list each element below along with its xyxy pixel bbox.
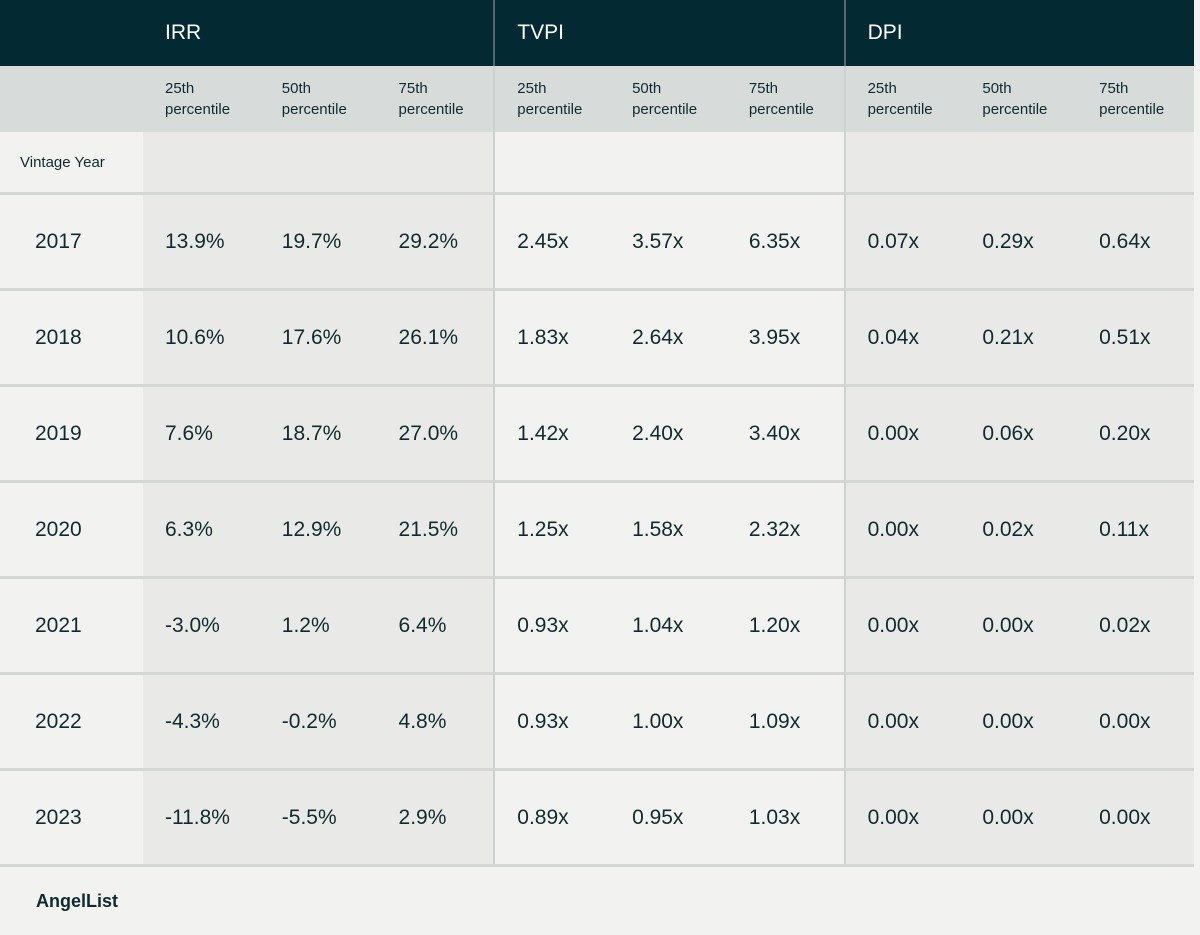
table-cell: 1.2%: [259, 576, 377, 672]
percentile-header-irr-1: 50th percentile: [259, 66, 377, 132]
header-corner: [0, 0, 143, 66]
table-cell: 0.00x: [843, 480, 961, 576]
table-cell: 1.03x: [726, 768, 844, 864]
percentile-header-tvpi-1: 50th percentile: [610, 66, 727, 132]
table-cell: 2.32x: [726, 480, 844, 576]
percentile-header-tvpi-2: 75th percentile: [726, 66, 844, 132]
table-cell: 21.5%: [376, 480, 494, 576]
table-cell: 0.00x: [843, 576, 961, 672]
table-cell: 2.40x: [610, 384, 727, 480]
table-cell: 0.07x: [843, 192, 961, 288]
table-cell: 0.29x: [960, 192, 1078, 288]
table-cell: 3.95x: [726, 288, 844, 384]
table-cell: 12.9%: [259, 480, 377, 576]
table-cell: 0.00x: [843, 384, 961, 480]
spacer-cell: [726, 132, 844, 192]
table-cell: 1.42x: [493, 384, 611, 480]
spacer-cell: [960, 132, 1078, 192]
spacer-cell: [1077, 132, 1194, 192]
percentile-header-tvpi-0: 25th percentile: [493, 66, 611, 132]
year-cell-2018: 2018: [0, 288, 143, 384]
subheader-corner: [0, 66, 143, 132]
table-cell: 0.00x: [960, 768, 1078, 864]
table-cell: 13.9%: [143, 192, 260, 288]
table-cell: 1.25x: [493, 480, 611, 576]
table-cell: 1.00x: [610, 672, 727, 768]
table-cell: 0.89x: [493, 768, 611, 864]
year-cell-2021: 2021: [0, 576, 143, 672]
table-cell: 4.8%: [376, 672, 494, 768]
group-header-irr: IRR: [143, 0, 494, 66]
table-cell: 0.21x: [960, 288, 1078, 384]
table-cell: 29.2%: [376, 192, 494, 288]
table-cell: 18.7%: [259, 384, 377, 480]
table-cell: 0.51x: [1077, 288, 1194, 384]
year-cell-2023: 2023: [0, 768, 143, 864]
spacer-cell: [843, 132, 961, 192]
table-cell: 0.11x: [1077, 480, 1194, 576]
table-cell: -0.2%: [259, 672, 377, 768]
table-cell: -5.5%: [259, 768, 377, 864]
percentile-header-dpi-2: 75th percentile: [1077, 66, 1194, 132]
table-cell: 0.00x: [1077, 672, 1194, 768]
group-header-dpi: DPI: [843, 0, 1194, 66]
table-cell: 2.45x: [493, 192, 611, 288]
table-cell: 17.6%: [259, 288, 377, 384]
table-cell: 6.4%: [376, 576, 494, 672]
table-cell: 7.6%: [143, 384, 260, 480]
year-cell-2020: 2020: [0, 480, 143, 576]
table-cell: 27.0%: [376, 384, 494, 480]
table-cell: 1.83x: [493, 288, 611, 384]
group-header-tvpi: TVPI: [493, 0, 844, 66]
table-cell: 1.58x: [610, 480, 727, 576]
table-cell: 0.00x: [960, 576, 1078, 672]
table-cell: 6.3%: [143, 480, 260, 576]
year-cell-2017: 2017: [0, 192, 143, 288]
percentile-header-dpi-0: 25th percentile: [843, 66, 961, 132]
year-cell-2022: 2022: [0, 672, 143, 768]
spacer-cell: [259, 132, 377, 192]
table-cell: 0.00x: [843, 768, 961, 864]
table-cell: -4.3%: [143, 672, 260, 768]
percentile-header-irr-0: 25th percentile: [143, 66, 260, 132]
source-label: AngelList: [0, 864, 1194, 935]
table-cell: 0.02x: [960, 480, 1078, 576]
table-cell: 3.57x: [610, 192, 727, 288]
table-cell: -3.0%: [143, 576, 260, 672]
table-cell: 0.20x: [1077, 384, 1194, 480]
percentile-header-irr-2: 75th percentile: [376, 66, 494, 132]
table-cell: 1.09x: [726, 672, 844, 768]
percentile-header-dpi-1: 50th percentile: [960, 66, 1078, 132]
spacer-cell: [493, 132, 611, 192]
table-cell: 0.93x: [493, 672, 611, 768]
vintage-year-label: Vintage Year: [0, 132, 143, 192]
table-cell: 0.00x: [960, 672, 1078, 768]
year-cell-2019: 2019: [0, 384, 143, 480]
table-cell: 2.9%: [376, 768, 494, 864]
table-cell: 0.00x: [1077, 768, 1194, 864]
spacer-cell: [610, 132, 727, 192]
table-cell: 0.93x: [493, 576, 611, 672]
table-cell: 2.64x: [610, 288, 727, 384]
table-cell: 0.95x: [610, 768, 727, 864]
table-cell: 6.35x: [726, 192, 844, 288]
spacer-cell: [376, 132, 494, 192]
table-cell: 1.20x: [726, 576, 844, 672]
table-cell: 0.04x: [843, 288, 961, 384]
table-cell: 3.40x: [726, 384, 844, 480]
table-cell: 0.64x: [1077, 192, 1194, 288]
table-cell: 1.04x: [610, 576, 727, 672]
table-cell: 0.02x: [1077, 576, 1194, 672]
table-cell: -11.8%: [143, 768, 260, 864]
table-cell: 10.6%: [143, 288, 260, 384]
table-cell: 0.06x: [960, 384, 1078, 480]
table-cell: 0.00x: [843, 672, 961, 768]
table-cell: 26.1%: [376, 288, 494, 384]
spacer-cell: [143, 132, 260, 192]
table-cell: 19.7%: [259, 192, 377, 288]
